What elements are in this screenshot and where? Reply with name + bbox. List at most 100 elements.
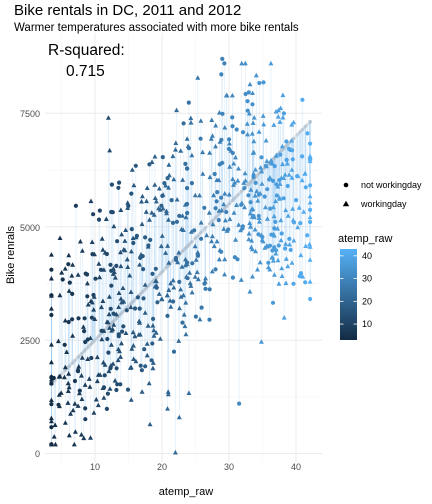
fitted-point (160, 270, 164, 274)
point-workingday (277, 181, 283, 186)
fitted-point (300, 128, 304, 132)
point-workingday (213, 143, 218, 149)
point-workingday (210, 221, 216, 227)
point-workingday (94, 378, 100, 384)
point-workingday (219, 207, 225, 213)
fitted-point (239, 189, 243, 194)
fitted-point (117, 314, 121, 318)
point-workingday (131, 356, 137, 361)
point-workingday (85, 280, 90, 286)
point-workingday (211, 192, 217, 198)
point-workingday (173, 140, 179, 145)
fitted-point (139, 291, 144, 295)
point-workingday (251, 115, 257, 120)
point-workingday (275, 226, 281, 231)
fitted-point (239, 190, 243, 194)
point-workingday (295, 224, 301, 230)
point-workingday (273, 198, 279, 204)
fitted-point (180, 249, 185, 253)
fitted-point (249, 180, 253, 184)
point-not-workingday (268, 206, 273, 211)
point-workingday (72, 429, 78, 434)
point-workingday (49, 293, 54, 298)
point-not-workingday (273, 219, 278, 224)
fitted-point (237, 192, 241, 196)
fitted-point (129, 302, 133, 306)
point-not-workingday (129, 227, 134, 232)
point-workingday (263, 204, 268, 210)
fitted-point (248, 181, 252, 185)
point-workingday (259, 168, 265, 174)
point-workingday (216, 110, 222, 115)
point-workingday (264, 216, 270, 221)
point-workingday (164, 292, 170, 298)
fitted-point (246, 182, 250, 186)
point-not-workingday (97, 208, 102, 213)
colorbar-tick-label: 10 (362, 319, 372, 329)
point-workingday (299, 177, 305, 183)
point-workingday (183, 331, 189, 337)
fitted-point (184, 246, 188, 250)
point-not-workingday (288, 247, 293, 252)
point-workingday (151, 212, 157, 217)
point-workingday (227, 216, 233, 222)
point-not-workingday (243, 91, 248, 97)
point-workingday (100, 359, 106, 365)
point-not-workingday (308, 296, 313, 302)
fitted-point (126, 305, 130, 309)
point-workingday (178, 148, 184, 153)
fitted-point (112, 319, 116, 323)
fitted-point (90, 341, 94, 345)
point-not-workingday (199, 236, 204, 241)
point-workingday (204, 232, 210, 238)
point-workingday (93, 396, 99, 402)
fitted-point (202, 227, 207, 231)
fitted-point (109, 321, 113, 326)
fitted-point (114, 316, 119, 320)
point-workingday (128, 289, 134, 294)
point-not-workingday (278, 152, 283, 157)
fitted-point (185, 245, 189, 249)
point-workingday (278, 105, 284, 111)
fitted-point (92, 339, 96, 343)
fitted-point (83, 348, 87, 352)
point-not-workingday (277, 178, 282, 183)
point-not-workingday (125, 387, 131, 392)
point-workingday (257, 190, 263, 196)
fitted-point (307, 120, 312, 124)
data-points (49, 56, 313, 455)
point-not-workingday (141, 296, 146, 301)
point-workingday (270, 258, 276, 263)
point-not-workingday (294, 198, 299, 203)
point-workingday (248, 244, 254, 250)
r-squared-label: R-squared: (48, 42, 125, 59)
point-workingday (203, 275, 208, 281)
point-workingday (116, 304, 122, 309)
point-workingday (65, 388, 71, 393)
point-not-workingday (165, 313, 170, 318)
point-workingday (57, 292, 63, 298)
point-not-workingday (185, 210, 190, 216)
fitted-point (226, 203, 230, 207)
point-not-workingday (73, 203, 78, 208)
point-workingday (164, 210, 169, 216)
point-not-workingday (129, 191, 134, 196)
point-workingday (183, 300, 189, 305)
fitted-point (190, 240, 194, 244)
point-workingday (61, 374, 67, 380)
fitted-point (271, 157, 275, 161)
point-workingday (280, 161, 285, 167)
fitted-point (231, 198, 235, 202)
fitted-point (68, 364, 72, 368)
fitted-point (78, 353, 82, 357)
fitted-point (195, 234, 199, 238)
point-not-workingday (174, 219, 179, 224)
fitted-point (233, 196, 237, 200)
point-workingday (231, 182, 236, 187)
fitted-point (159, 271, 163, 275)
point-not-workingday (216, 218, 221, 223)
point-workingday (250, 120, 256, 125)
fitted-point (74, 357, 78, 361)
point-workingday (49, 377, 54, 382)
fitted-point (279, 149, 283, 153)
